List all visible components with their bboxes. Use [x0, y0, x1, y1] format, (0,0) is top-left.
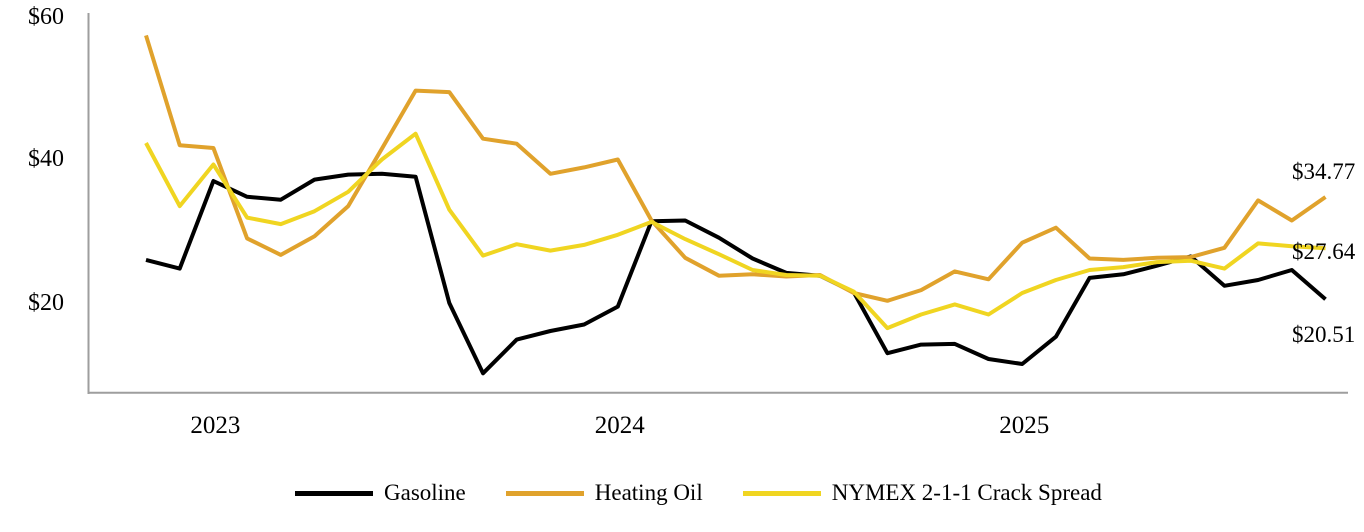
- legend-item-heating-oil: Heating Oil: [505, 480, 703, 506]
- line-gasoline: [145, 171, 1327, 376]
- line-heating-oil: [144, 34, 1327, 303]
- legend-swatch-heating-oil: [505, 490, 584, 496]
- end-label-gasoline: $20.51: [1292, 322, 1356, 347]
- end-label-heating-oil: $34.77: [1292, 159, 1356, 184]
- legend-label-heating-oil: Heating Oil: [594, 480, 703, 505]
- x-axis-label-2024: 2024: [594, 412, 645, 439]
- legend-swatch-crack-spread: [742, 490, 821, 496]
- legend-label-gasoline: Gasoline: [384, 480, 466, 505]
- chart-canvas: [87, 13, 1348, 394]
- legend-item-crack-spread: NYMEX 2-1-1 Crack Spread: [742, 480, 1102, 506]
- x-axis-label-2025: 2025: [999, 412, 1050, 439]
- legend: Gasoline Heating Oil NYMEX 2-1-1 Crack S…: [295, 480, 1102, 506]
- legend-swatch-gasoline: [295, 490, 373, 496]
- x-axis-label-2023: 2023: [190, 412, 241, 439]
- y-axis-label-40: $40: [28, 145, 64, 172]
- legend-item-gasoline: Gasoline: [295, 480, 466, 506]
- y-axis-label-60: $60: [28, 3, 64, 30]
- end-label-crack-spread: $27.64: [1292, 239, 1356, 264]
- y-axis-label-20: $20: [28, 289, 64, 316]
- legend-label-crack-spread: NYMEX 2-1-1 Crack Spread: [831, 480, 1102, 505]
- line-nymex-2-1-1-crack-spread: [144, 131, 1326, 331]
